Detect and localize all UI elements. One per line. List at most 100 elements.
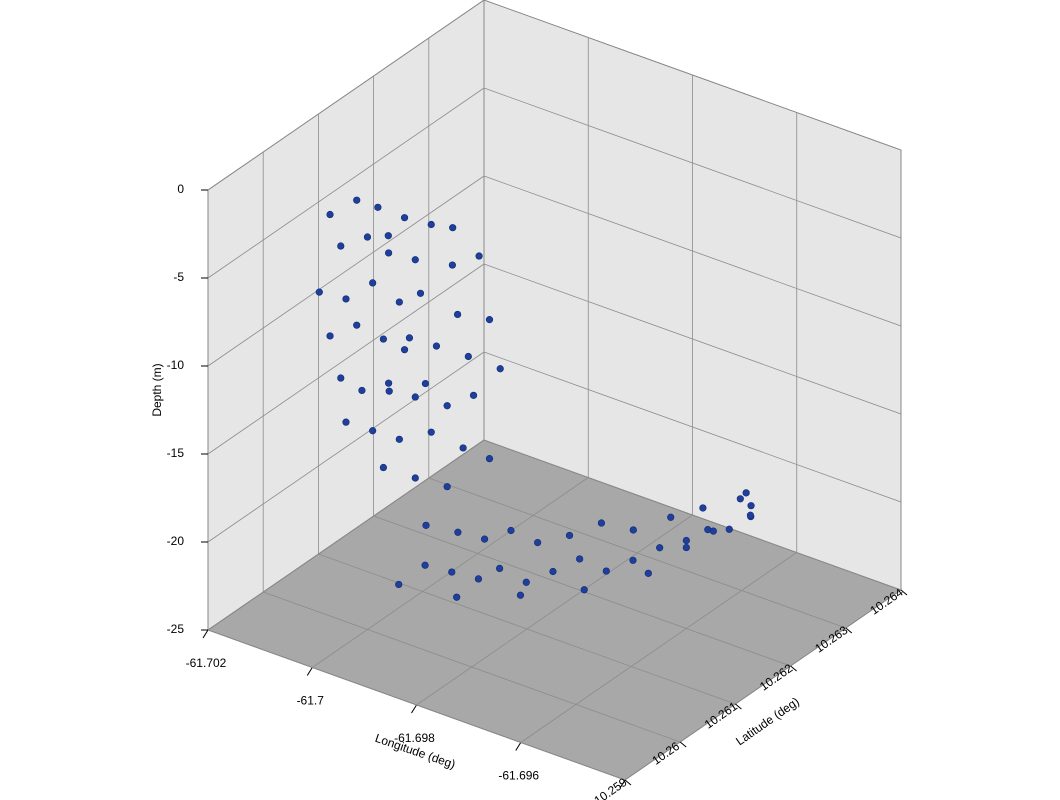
x-tick-label: -61.702 [186,656,227,670]
x-tick-label: -61.7 [297,694,325,708]
data-point [709,527,717,535]
data-point [507,526,515,535]
grid-line [428,477,846,629]
data-point [395,435,403,443]
tick-mark [679,741,687,748]
grid-line [207,629,626,781]
data-point [385,387,393,395]
data-point [576,555,584,563]
data-point [522,578,530,586]
z-tick-label: -10 [167,358,185,372]
data-point [379,463,387,472]
data-point [602,567,610,575]
data-point [432,342,441,350]
data-point [443,483,451,491]
data-point [315,288,323,296]
data-point [485,316,494,324]
data-point [421,379,430,388]
data-point [453,593,461,601]
data-point [629,556,637,564]
x-tick-label: -61.696 [498,769,539,783]
data-point [448,261,456,269]
tick-mark [790,665,797,672]
grid-line [483,0,902,151]
grid-line [624,589,902,781]
data-point [337,374,345,382]
y-axis-title: Latitude (deg) [733,694,802,748]
grid-line [207,351,485,543]
grid-line [483,263,902,415]
data-point [474,575,483,583]
tick-mark [900,589,908,596]
data-point [747,502,755,510]
grid-line [483,439,902,591]
data-point [443,402,451,410]
data-point [549,567,557,576]
data-point [416,289,425,297]
z-tick-label: 0 [177,182,184,196]
data-point [326,332,334,340]
data-point [464,352,472,361]
data-point [449,224,457,232]
grid-line [207,263,485,455]
data-point [629,526,637,534]
data-point [454,528,462,536]
data-point [656,544,664,552]
data-point [337,242,345,250]
data-point [496,564,504,573]
data-point [374,203,382,211]
data-point [369,279,377,287]
z-tick-label: -20 [167,534,185,548]
data-point [411,474,419,482]
tick-mark [845,627,853,634]
data-point [485,455,494,463]
data-point [742,489,750,497]
data-point [475,252,483,260]
data-point [448,568,456,576]
data-point [363,233,372,241]
data-point [395,298,403,306]
data-point [597,519,606,527]
data-point [421,561,429,569]
data-point [427,220,435,229]
grid-line [207,175,485,367]
data-point [379,335,387,343]
data-point [480,535,489,543]
tick-mark [411,704,417,714]
data-point [496,365,504,373]
data-point [411,256,419,264]
data-point [516,591,525,599]
data-point [358,386,366,395]
data-point [395,580,403,589]
tick-mark [515,742,522,751]
tick-mark [202,629,209,639]
data-point [644,569,652,577]
data-point [405,334,414,342]
data-point [385,249,393,257]
grid-line [416,514,693,706]
data-point [385,379,393,387]
data-point [342,418,350,426]
data-point [746,511,755,519]
tick-mark [624,779,632,786]
grid-line [520,552,797,743]
z-tick-label: -15 [167,446,185,460]
data-point [469,391,478,399]
grid-line [207,87,485,279]
data-point [342,295,350,303]
data-point [454,310,462,319]
data-point [422,521,430,529]
data-point [736,495,744,503]
grid-line [483,351,902,503]
data-point [459,444,467,452]
grid-line [263,591,681,743]
grid-line [318,553,736,705]
data-point [682,543,690,552]
data-point [565,531,574,540]
data-point [699,504,707,512]
data-point [534,538,542,547]
tick-mark [619,779,626,789]
data-point [400,346,409,354]
data-point [725,525,733,533]
